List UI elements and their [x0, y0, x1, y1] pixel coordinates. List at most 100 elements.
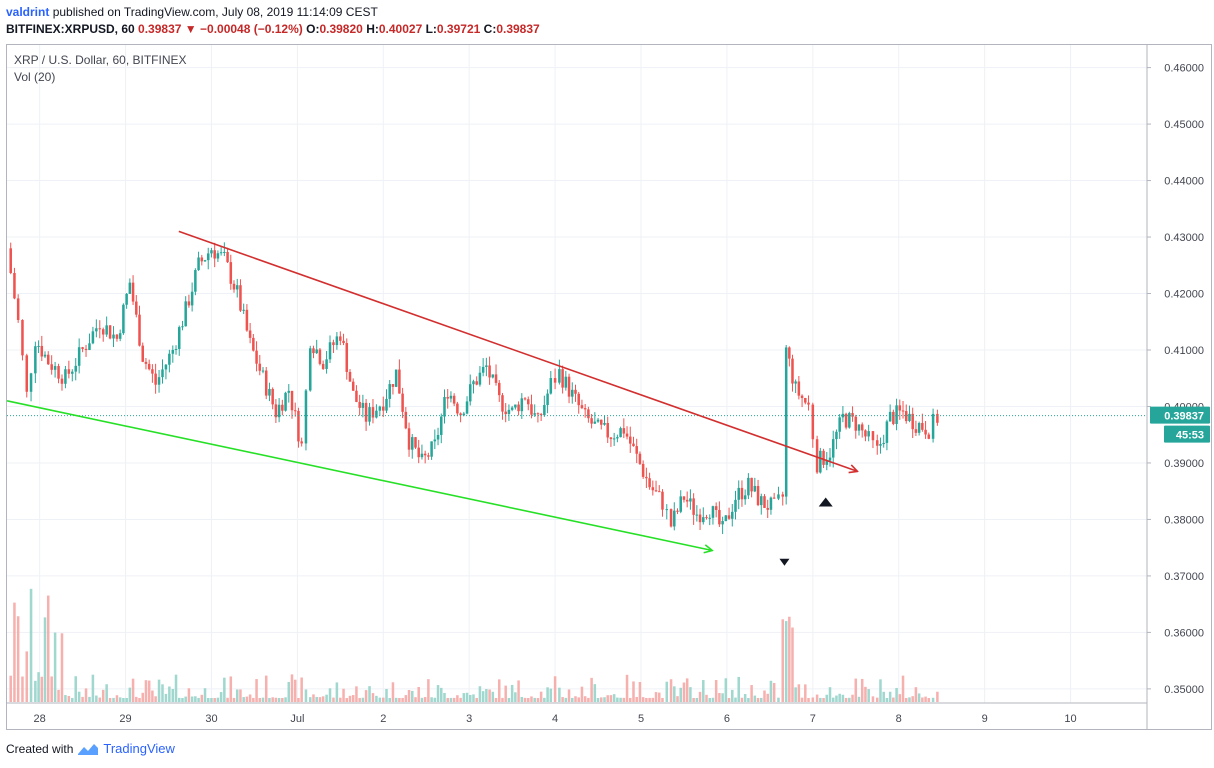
volume-bar [679, 687, 682, 702]
volume-bar [514, 692, 517, 702]
candle-body [64, 369, 67, 384]
resistance-trendline [178, 230, 858, 471]
candle-body [131, 282, 135, 302]
candle-body [911, 413, 914, 430]
footer: Created with TradingView [6, 741, 175, 756]
volume-bar [293, 679, 297, 702]
candle-body [446, 397, 449, 399]
candle-body [252, 337, 255, 351]
volume-bar [676, 696, 679, 702]
countdown-text: 45:53 [1176, 430, 1204, 442]
volume-bar [914, 687, 918, 702]
volume-bar [510, 684, 514, 702]
volume-bar [488, 689, 491, 702]
volume-bar [226, 697, 229, 702]
volume-bar [501, 697, 504, 702]
candle-body [401, 393, 404, 412]
volume-bar [118, 697, 122, 702]
volume-bar [98, 697, 102, 702]
candle-body [287, 390, 291, 393]
volume-bar [84, 688, 88, 702]
candle-body [88, 343, 91, 350]
candle-body [924, 429, 927, 435]
volume-bar [553, 676, 557, 702]
candle-body [105, 325, 108, 335]
volume-bar [526, 698, 530, 702]
volume-bar [819, 697, 822, 702]
candle-body [364, 402, 368, 422]
volume-bar [727, 697, 731, 702]
down-triangle-icon: ▼ [184, 22, 197, 36]
candle-body [485, 365, 488, 367]
candle-body [141, 345, 144, 362]
candle-body [718, 509, 721, 525]
volume-bar [860, 678, 864, 702]
volume-bar [348, 695, 352, 702]
candle-body [828, 457, 832, 461]
candle-body [478, 372, 482, 385]
volume-bar [321, 696, 325, 702]
candle-body [304, 390, 308, 444]
candle-body [737, 487, 740, 500]
candle-body [844, 413, 848, 428]
candle-body [242, 309, 245, 311]
candle-body [612, 438, 616, 440]
candle-body [583, 408, 587, 410]
candle-body [355, 390, 358, 402]
volume-bar [714, 680, 718, 702]
volume-bar [71, 697, 74, 702]
candle-body [763, 496, 766, 508]
candle-body [857, 424, 861, 431]
x-tick-label: 28 [34, 713, 46, 725]
volume-bar [571, 697, 574, 702]
down-marker-icon [779, 558, 790, 566]
volume-bar [364, 690, 368, 702]
volume-bar [478, 686, 482, 702]
volume-bar [74, 676, 77, 702]
candle-body [181, 326, 184, 328]
volume-bar [388, 697, 391, 702]
volume-bar [43, 617, 47, 702]
volume-bar [543, 697, 546, 702]
volume-bar [197, 697, 200, 702]
candle-body [860, 424, 864, 431]
volume-bar [449, 697, 453, 702]
candle-body [546, 393, 549, 406]
volume-bar [284, 697, 287, 702]
volume-bar [67, 695, 71, 702]
candle-body [838, 417, 841, 432]
candle-body [115, 334, 119, 339]
candle-body [580, 405, 584, 409]
volume-bar [708, 697, 711, 702]
candle-body [507, 409, 511, 414]
candle-body [157, 377, 161, 385]
candle-body [248, 330, 252, 338]
candle-body [561, 369, 564, 388]
candle-body [815, 439, 819, 473]
chart-legend[interactable]: XRP / U.S. Dollar, 60, BITFINEX Vol (20) [14, 52, 187, 86]
candle-body [122, 304, 125, 334]
low-value: 0.39721 [436, 22, 481, 36]
volume-bar [645, 698, 648, 702]
candle-body [232, 283, 236, 290]
publisher-name[interactable]: valdrint [6, 5, 50, 19]
tradingview-brand[interactable]: TradingView [103, 741, 175, 756]
volume-bar [308, 697, 312, 702]
candle-body [523, 398, 527, 400]
candle-body [197, 257, 200, 271]
volume-bar [695, 697, 699, 702]
candle-body [203, 260, 207, 262]
candle-body [740, 487, 744, 500]
volume-bar [772, 682, 776, 702]
candle-body [312, 348, 315, 354]
volume-bar [46, 595, 50, 702]
volume-bar [657, 692, 661, 702]
tradingview-logo-icon [78, 743, 99, 755]
candle-body [609, 437, 613, 440]
volume-bar [135, 696, 138, 702]
candle-body [714, 506, 718, 510]
volume-bar [475, 697, 478, 702]
volume-bar [382, 697, 385, 702]
y-tick-label: 0.36000 [1164, 627, 1204, 639]
